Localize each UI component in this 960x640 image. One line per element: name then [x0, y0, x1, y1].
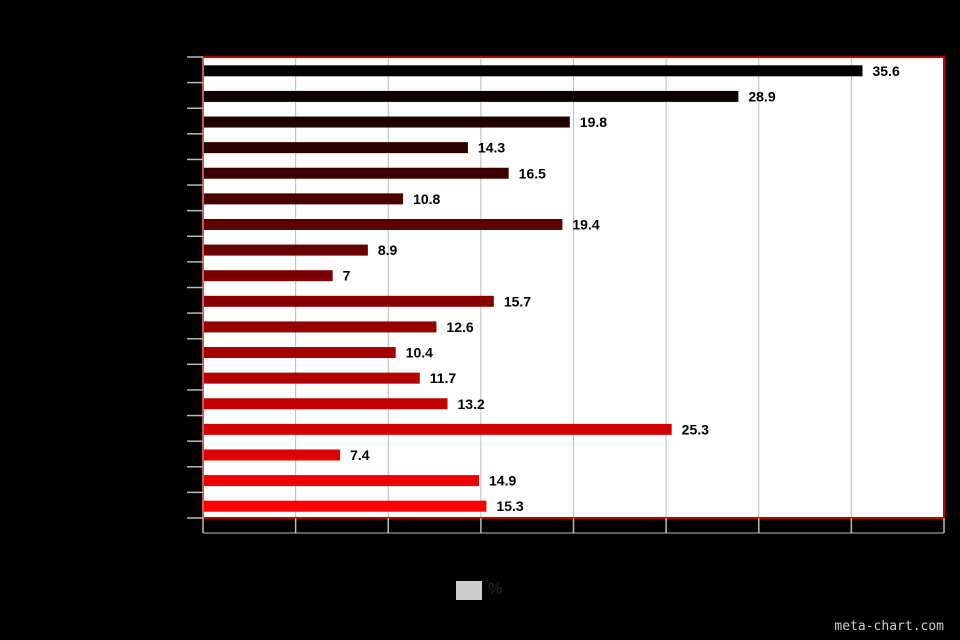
bar-value-label: 25.3	[682, 421, 709, 437]
bar-value-label: 15.7	[504, 293, 531, 309]
legend-label: %	[488, 581, 503, 598]
bar-value-label: 14.3	[478, 140, 505, 156]
legend-swatch	[456, 580, 482, 600]
bar-value-label: 11.7	[430, 370, 457, 386]
bar-value-label: 7.4	[350, 447, 370, 463]
bar	[204, 295, 494, 307]
bar-value-label: 15.3	[496, 498, 523, 514]
bar	[204, 116, 570, 128]
bar-value-label: 10.8	[413, 191, 440, 207]
bar-value-label: 13.2	[458, 396, 485, 412]
bar	[204, 475, 480, 487]
bar-value-label: 7	[343, 268, 351, 284]
bar-value-label: 14.9	[489, 473, 516, 489]
bar-value-label: 16.5	[519, 165, 546, 181]
gridlines	[295, 57, 852, 518]
bar	[204, 65, 863, 77]
bar	[204, 90, 739, 102]
bar	[204, 167, 509, 179]
bar-value-label: 28.9	[748, 88, 775, 104]
bar	[204, 270, 333, 282]
bar	[204, 347, 396, 359]
axis-ticks	[187, 56, 945, 534]
bar	[204, 500, 487, 512]
bar-value-label: 19.8	[580, 114, 607, 130]
bar	[204, 244, 368, 256]
bar-value-label: 10.4	[406, 345, 433, 361]
bar-value-label: 35.6	[872, 63, 899, 79]
bar	[204, 142, 468, 154]
bar-value-label: 19.4	[572, 216, 599, 232]
bar	[204, 321, 437, 333]
bars	[204, 65, 863, 512]
bar	[204, 372, 420, 384]
data-labels: 35.6 28.9 19.8 14.3 16.5 10.8 19.4 8.9 7 15.7 12.6…	[343, 63, 900, 514]
bar	[204, 423, 672, 435]
bar	[204, 193, 404, 205]
bar	[204, 218, 563, 230]
credit-text: meta-chart.com	[834, 619, 944, 634]
bar	[204, 398, 448, 410]
legend: %	[456, 580, 502, 600]
bar-value-label: 8.9	[378, 242, 398, 258]
bar-value-label: 12.6	[446, 319, 473, 335]
bar	[204, 449, 341, 461]
